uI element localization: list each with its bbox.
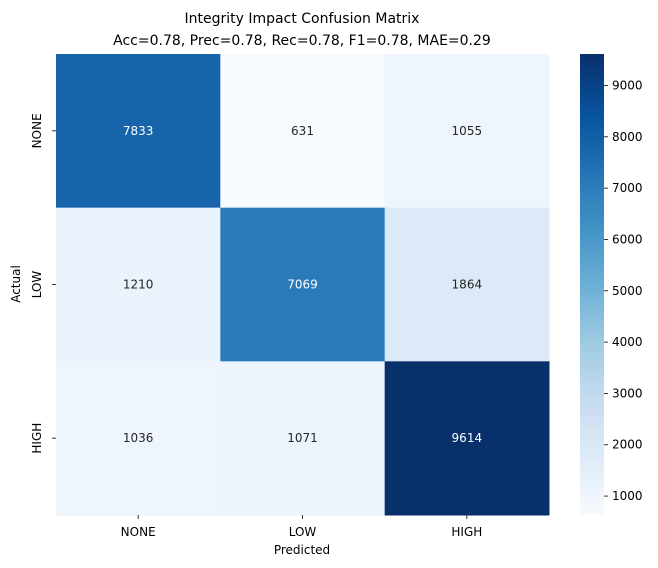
y-axis-ticks: NONE LOW HIGH [30, 113, 56, 454]
y-tick-label: LOW [30, 271, 44, 299]
heatmap-cell [220, 207, 386, 362]
heatmap-cell [56, 54, 221, 209]
colorbar-tick-label: 4000 [612, 335, 643, 349]
cell-value-label: 1864 [452, 278, 483, 292]
heatmap-cell [384, 361, 550, 516]
cell-value-label: 631 [291, 124, 314, 138]
colorbar-tick-label: 1000 [612, 489, 643, 503]
heatmap-cell [220, 361, 386, 516]
cell-value-label: 1036 [123, 431, 154, 445]
cell-value-label: 1071 [287, 431, 318, 445]
cell-value-label: 7833 [123, 124, 154, 138]
heatmap-cell [384, 207, 550, 362]
y-tick-label: HIGH [30, 423, 44, 454]
cell-value-label: 1055 [452, 124, 483, 138]
colorbar-tick-label: 6000 [612, 232, 643, 246]
colorbar [580, 54, 604, 515]
heatmap-cell [56, 361, 221, 516]
colorbar-tick-label: 5000 [612, 284, 643, 298]
heatmap-cell-labels: 7833 631 1055 1210 7069 1864 1036 1071 9614 [123, 124, 482, 445]
x-tick-label: NONE [121, 525, 156, 539]
chart-subtitle: Acc=0.78, Prec=0.78, Rec=0.78, F1=0.78, … [113, 33, 491, 49]
colorbar-tick-label: 8000 [612, 130, 643, 144]
colorbar-tick-label: 2000 [612, 438, 643, 452]
cell-value-label: 7069 [287, 278, 318, 292]
cell-value-label: 1210 [123, 278, 154, 292]
y-axis-label: Actual [9, 265, 23, 303]
heatmap-cell [220, 54, 386, 209]
cell-value-label: 9614 [452, 431, 483, 445]
colorbar-tick-label: 7000 [612, 181, 643, 195]
heatmap-cells [56, 54, 550, 516]
x-tick-label: LOW [289, 525, 317, 539]
x-tick-label: HIGH [451, 525, 482, 539]
heatmap-cell [56, 207, 221, 362]
x-axis-ticks: NONE LOW HIGH [121, 515, 482, 539]
colorbar-tick-label: 3000 [612, 386, 643, 400]
y-tick-label: NONE [30, 113, 44, 148]
colorbar-ticks: 1000 2000 3000 4000 5000 6000 7000 8000 9000 [604, 79, 643, 503]
colorbar-tick-label: 9000 [612, 79, 643, 93]
chart-title: Integrity Impact Confusion Matrix [185, 11, 420, 27]
heatmap-cell [384, 54, 550, 209]
x-axis-label: Predicted [274, 543, 330, 557]
